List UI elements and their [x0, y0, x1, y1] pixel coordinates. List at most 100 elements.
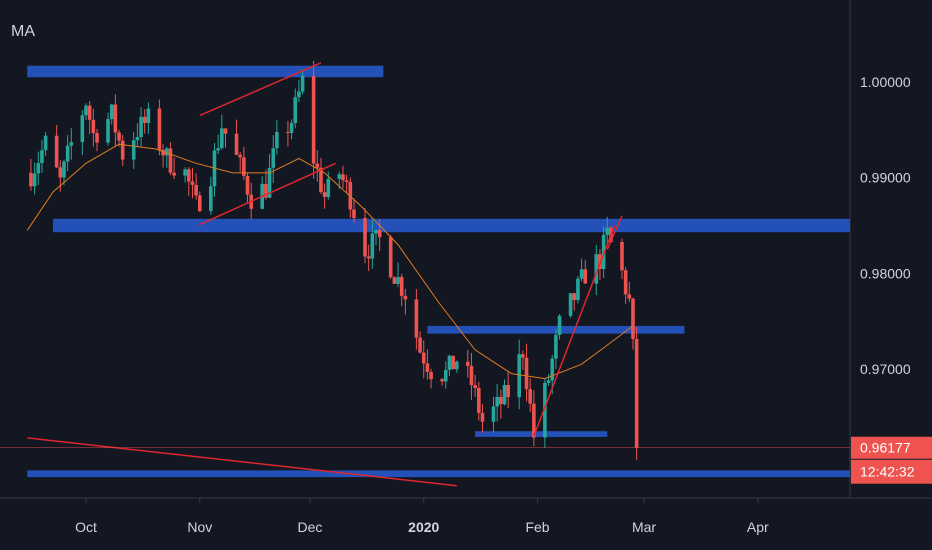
current-price-label: 0.96177 — [860, 440, 911, 456]
candle-body-81 — [443, 369, 448, 382]
candle-body-39 — [223, 128, 228, 134]
candle-body-10 — [80, 115, 85, 143]
candle-body-119 — [634, 339, 639, 448]
indicator-label[interactable]: MA — [11, 23, 35, 40]
zone-band-4 — [27, 470, 850, 478]
candle-body-55 — [311, 75, 316, 164]
candle-body-8 — [65, 145, 70, 162]
candle-body-23 — [142, 116, 147, 124]
candle-body-48 — [271, 148, 276, 168]
trend-line-3 — [606, 215, 623, 250]
price-axis[interactable]: 1.00000 0.99000 0.98000 0.97000 0.96177 12:42… — [851, 74, 932, 484]
candle-body-99 — [532, 403, 536, 438]
candle-body-12 — [87, 105, 92, 120]
candle-body-92 — [499, 396, 503, 405]
candle-body-115 — [620, 242, 624, 271]
candle-body-93 — [502, 384, 507, 405]
candle-body-3 — [40, 150, 44, 164]
candle-body-100 — [543, 382, 547, 438]
candle-body-32 — [190, 181, 195, 185]
trend-line-4 — [27, 437, 457, 487]
time-tick-label-4: Feb — [525, 519, 549, 535]
candle-body-78 — [425, 363, 430, 372]
price-tick-label-3: 0.97000 — [860, 361, 911, 377]
candle-body-71 — [392, 277, 397, 284]
moving-average-line — [26, 143, 634, 380]
candle-body-91 — [495, 396, 499, 407]
candle-body-66 — [366, 256, 371, 259]
candle-body-60 — [337, 174, 342, 179]
candle-body-101 — [546, 380, 551, 383]
candle-body-113 — [605, 227, 610, 235]
candle-body-68 — [374, 229, 378, 234]
candle-body-97 — [524, 357, 529, 390]
candle-body-108 — [579, 269, 584, 279]
candle-body-46 — [264, 183, 268, 198]
price-tick-label-1: 0.99000 — [860, 170, 911, 186]
candle-body-103 — [554, 334, 558, 359]
countdown-label: 12:42:32 — [860, 464, 915, 480]
candle-body-18 — [117, 132, 121, 141]
candle-body-13 — [91, 119, 96, 134]
candle-body-43 — [245, 175, 250, 195]
candle-body-52 — [293, 97, 298, 123]
time-tick-label-2: Dec — [297, 519, 322, 535]
candle-body-112 — [601, 234, 606, 269]
candle-body-96 — [521, 354, 525, 358]
candle-body-75 — [414, 299, 419, 338]
candle-body-102 — [550, 358, 555, 381]
candle-body-56 — [315, 163, 320, 168]
candle-body-5 — [54, 135, 59, 168]
price-tick-label-0: 1.00000 — [860, 74, 911, 90]
candle-body-22 — [139, 116, 143, 137]
candle-body-109 — [583, 269, 588, 284]
candle-body-104 — [557, 315, 562, 335]
candle-body-14 — [95, 133, 99, 143]
price-tick-label-2: 0.98000 — [860, 265, 911, 281]
candle-body-107 — [576, 278, 580, 301]
candle-body-65 — [363, 217, 367, 257]
candle-body-69 — [377, 229, 382, 238]
candle-body-25 — [157, 108, 162, 150]
time-axis[interactable]: Oct Nov Dec 2020 Feb Mar Apr — [75, 498, 769, 535]
candle-body-110 — [594, 254, 599, 284]
candle-body-50 — [286, 132, 290, 134]
candle-body-40 — [234, 133, 239, 155]
candle-body-57 — [319, 167, 323, 193]
candle-body-27 — [164, 148, 169, 156]
candle-body-95 — [517, 354, 521, 398]
candle-body-47 — [267, 167, 272, 198]
candle-body-83 — [451, 355, 455, 370]
candle-body-38 — [220, 128, 224, 149]
time-tick-label-0: Oct — [75, 519, 97, 535]
candle-body-41 — [238, 154, 242, 158]
trend-line-0 — [199, 62, 322, 117]
candle-body-98 — [528, 389, 532, 404]
candle-body-7 — [62, 161, 66, 178]
candle-body-64 — [352, 209, 356, 218]
candle-body-105 — [568, 293, 573, 316]
candle-body-53 — [297, 91, 301, 98]
candle-body-26 — [161, 149, 165, 156]
time-tick-label-6: Apr — [747, 519, 769, 535]
candle-body-42 — [242, 157, 246, 176]
candle-body-4 — [43, 135, 48, 151]
candle-body-88 — [477, 388, 481, 413]
candle-body-77 — [421, 352, 426, 364]
candle-body-21 — [135, 136, 140, 141]
candle-body-79 — [429, 371, 433, 380]
candle-body-116 — [623, 270, 628, 295]
candle-body-6 — [58, 167, 63, 178]
candle-body-49 — [275, 132, 279, 149]
trend-line-2 — [533, 225, 616, 437]
candle-body-34 — [198, 195, 202, 212]
candle-body-28 — [168, 148, 173, 173]
candle-body-33 — [194, 184, 198, 196]
candle-body-72 — [396, 276, 400, 284]
candle-body-15 — [106, 119, 110, 143]
candle-body-62 — [344, 180, 349, 182]
candle-body-82 — [447, 355, 452, 370]
